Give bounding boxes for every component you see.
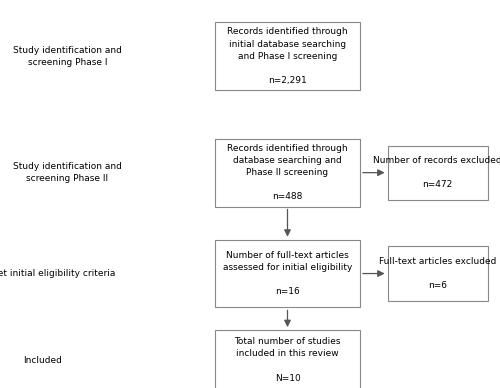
Bar <box>215 240 360 307</box>
Text: Number of full-text articles
assessed for initial eligibility

n=16: Number of full-text articles assessed fo… <box>223 251 352 296</box>
Bar <box>215 23 360 90</box>
Text: Total number of studies
included in this review

N=10: Total number of studies included in this… <box>234 337 341 383</box>
Bar <box>215 330 360 388</box>
Text: Included: Included <box>23 355 62 365</box>
Text: Study identification and
screening Phase II: Study identification and screening Phase… <box>13 162 122 183</box>
Bar <box>388 146 488 200</box>
Text: Full-text articles excluded

n=6: Full-text articles excluded n=6 <box>379 257 496 290</box>
Text: Study identification and
screening Phase I: Study identification and screening Phase… <box>13 46 122 67</box>
Bar <box>215 139 360 206</box>
Text: Number of records excluded

n=472: Number of records excluded n=472 <box>373 156 500 189</box>
Text: Records identified through
database searching and
Phase II screening

n=488: Records identified through database sear… <box>227 144 348 201</box>
Text: Records identified through
initial database searching
and Phase I screening

n=2: Records identified through initial datab… <box>227 28 348 85</box>
Bar <box>388 246 488 301</box>
Text: Met initial eligibility criteria: Met initial eligibility criteria <box>0 269 115 278</box>
